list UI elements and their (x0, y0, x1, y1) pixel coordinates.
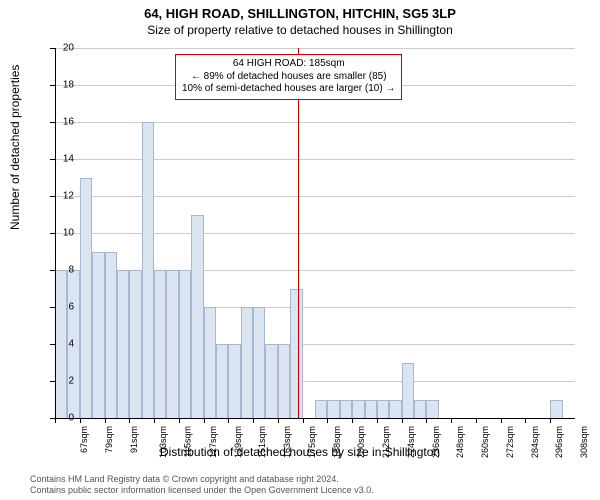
x-tick-label: 163sqm (282, 426, 292, 458)
x-tick-label: 200sqm (356, 426, 366, 458)
histogram-bar (129, 270, 141, 418)
x-tick-label: 139sqm (233, 426, 243, 458)
histogram-bar (179, 270, 191, 418)
y-tick-label: 6 (68, 302, 74, 313)
histogram-bar (550, 400, 562, 419)
histogram-bar (55, 270, 67, 418)
x-tick-label: 260sqm (480, 426, 490, 458)
histogram-bar (154, 270, 166, 418)
histogram-bar (290, 289, 302, 419)
x-tick-label: 175sqm (307, 426, 317, 458)
x-axis (55, 418, 575, 419)
histogram-bar (278, 344, 290, 418)
histogram-bar (253, 307, 265, 418)
footer-attribution: Contains HM Land Registry data © Crown c… (30, 474, 374, 496)
x-tick-label: 188sqm (332, 426, 342, 458)
y-tick-label: 12 (63, 191, 74, 202)
y-tick-label: 8 (68, 265, 74, 276)
x-tick-label: 224sqm (406, 426, 416, 458)
callout-line1: 64 HIGH ROAD: 185sqm (182, 58, 395, 71)
reference-line (298, 48, 299, 418)
x-tick-label: 151sqm (257, 426, 267, 458)
histogram-bar (117, 270, 129, 418)
histogram-bar (414, 400, 426, 419)
x-tick-label: 127sqm (208, 426, 218, 458)
histogram-bar (166, 270, 178, 418)
histogram-bar (265, 344, 277, 418)
x-tick-label: 103sqm (158, 426, 168, 458)
histogram-bar (426, 400, 438, 419)
y-tick-label: 18 (63, 80, 74, 91)
histogram-bar (80, 178, 92, 419)
histogram-bar (191, 215, 203, 419)
chart-container: 64, HIGH ROAD, SHILLINGTON, HITCHIN, SG5… (0, 0, 600, 500)
histogram-bar (402, 363, 414, 419)
histogram-bar (377, 400, 389, 419)
y-tick-label: 16 (63, 117, 74, 128)
x-tick-label: 272sqm (505, 426, 515, 458)
histogram-bar (204, 307, 216, 418)
histogram-bar (315, 400, 327, 419)
callout-line2: ← 89% of detached houses are smaller (85… (182, 71, 395, 84)
x-tick-label: 91sqm (129, 426, 139, 453)
histogram-bar (327, 400, 339, 419)
grid-line (55, 122, 575, 123)
x-tick-label: 236sqm (431, 426, 441, 458)
x-tick-label: 115sqm (182, 426, 192, 457)
x-tick-label: 308sqm (579, 426, 589, 458)
x-tick-label: 248sqm (455, 426, 465, 458)
y-tick-label: 0 (68, 413, 74, 424)
x-tick-label: 67sqm (79, 426, 89, 453)
y-axis-label: Number of detached properties (8, 65, 22, 230)
grid-line (55, 196, 575, 197)
y-tick-label: 20 (63, 43, 74, 54)
footer-line1: Contains HM Land Registry data © Crown c… (30, 474, 374, 485)
x-tick-label: 284sqm (530, 426, 540, 458)
grid-line (55, 233, 575, 234)
y-tick-label: 2 (68, 376, 74, 387)
x-tick-label: 296sqm (555, 426, 565, 458)
plot-area: 64 HIGH ROAD: 185sqm← 89% of detached ho… (55, 48, 575, 418)
callout-line3: 10% of semi-detached houses are larger (… (182, 83, 395, 96)
y-tick-label: 14 (63, 154, 74, 165)
histogram-bar (228, 344, 240, 418)
y-tick-label: 4 (68, 339, 74, 350)
histogram-bar (365, 400, 377, 419)
y-tick-label: 10 (63, 228, 74, 239)
callout-box: 64 HIGH ROAD: 185sqm← 89% of detached ho… (175, 54, 402, 100)
histogram-bar (142, 122, 154, 418)
x-tick-label: 212sqm (381, 426, 391, 458)
footer-line2: Contains public sector information licen… (30, 485, 374, 496)
histogram-bar (340, 400, 352, 419)
histogram-bar (92, 252, 104, 419)
chart-subtitle: Size of property relative to detached ho… (0, 21, 600, 37)
histogram-bar (105, 252, 117, 419)
grid-line (55, 48, 575, 49)
chart-title: 64, HIGH ROAD, SHILLINGTON, HITCHIN, SG5… (0, 0, 600, 21)
grid-line (55, 159, 575, 160)
histogram-bar (241, 307, 253, 418)
y-axis (55, 48, 56, 418)
x-tick-label: 79sqm (104, 426, 114, 453)
histogram-bar (216, 344, 228, 418)
histogram-bar (352, 400, 364, 419)
histogram-bar (389, 400, 401, 419)
